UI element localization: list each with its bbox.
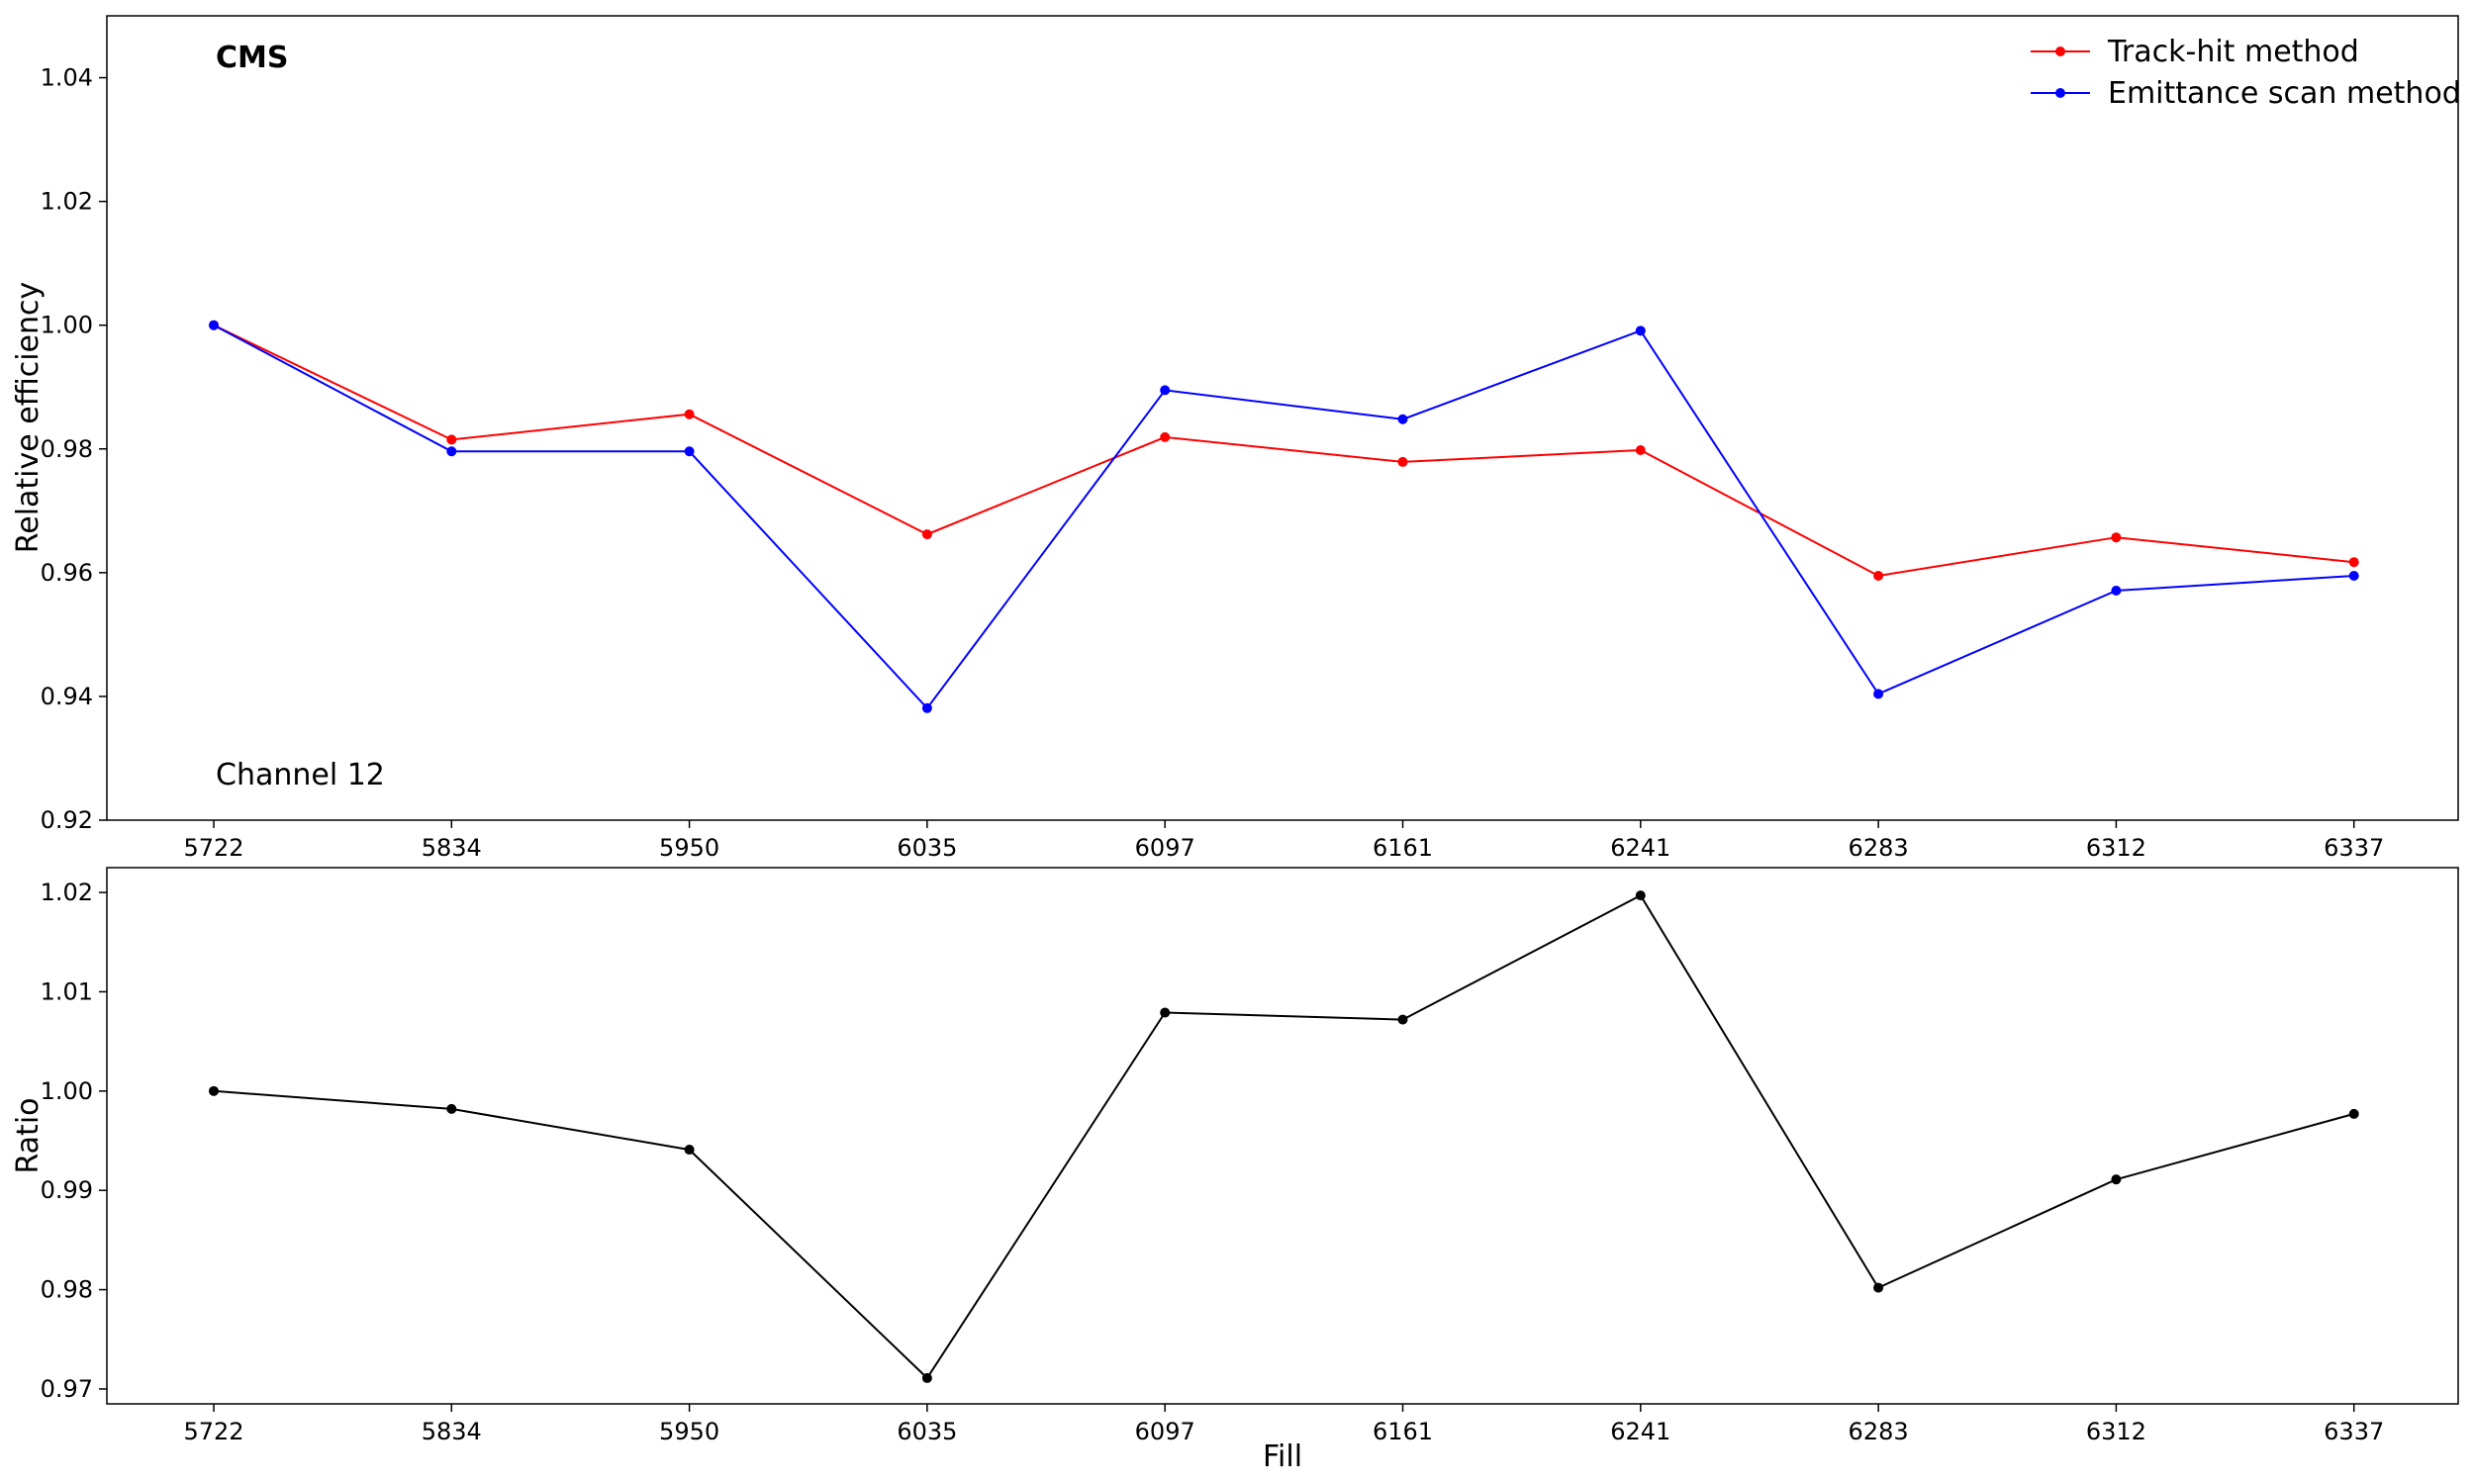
ratio-x-tick-label: 5722	[183, 1418, 243, 1445]
ratio-point	[2111, 1174, 2122, 1185]
legend: Track-hit method Emittance scan method	[2031, 35, 2461, 111]
ratio-point	[446, 1103, 457, 1114]
ratio-line	[213, 893, 2354, 1380]
efficiency-y-tick-label: 1.04	[41, 64, 93, 92]
track-hit-method-point	[446, 434, 457, 445]
efficiency-x-tick-label: 5950	[659, 834, 719, 862]
ratio-x-tick-label: 5834	[422, 1418, 482, 1445]
efficiency-x-tick-label: 6283	[1849, 834, 1909, 862]
track-hit-method-point	[1635, 445, 1646, 456]
efficiency-y-tick-label: 1.00	[41, 312, 93, 339]
efficiency-x-tick-label: 6161	[1373, 834, 1433, 862]
ratio-y-tick-label: 0.99	[41, 1176, 93, 1204]
ratio-x-tick-label: 6097	[1135, 1418, 1195, 1445]
track-hit-method-point	[1160, 431, 1171, 442]
track-hit-method-point	[921, 529, 932, 540]
efficiency-x-tick-label: 5722	[183, 834, 243, 862]
ratio-plot-frame	[106, 867, 2459, 1405]
emittance-scan-method-point	[1873, 689, 1884, 699]
track-hit-method-point	[2111, 532, 2122, 543]
emittance-scan-method-point	[921, 702, 932, 713]
ratio-y-tick-label: 1.00	[41, 1077, 93, 1105]
efficiency-x-ticks: 5722 5834 5950 6035 6097 6161 6241 6283 6312 6337	[183, 820, 2384, 862]
emittance-scan-method-point	[2111, 585, 2122, 596]
emittance-scan-method-point	[684, 446, 695, 457]
legend-marker-emittance-scan	[2055, 88, 2065, 98]
track-hit-method-point	[684, 409, 695, 419]
efficiency-x-tick-label: 6241	[1610, 834, 1670, 862]
ratio-x-tick-label: 5950	[659, 1418, 719, 1445]
emittance-scan-method-point	[1397, 414, 1408, 424]
ratio-series	[209, 890, 2359, 1383]
channel-label: Channel 12	[216, 758, 385, 792]
emittance-scan-method-point	[1635, 325, 1646, 336]
track-hit-method-point	[1397, 456, 1408, 467]
ratio-x-tick-label: 6161	[1373, 1418, 1433, 1445]
ratio-panel: Ratio Fill 0.97 0.98 0.99 1.00 1.01 1.02 5722…	[11, 867, 2459, 1474]
ratio-point	[1873, 1282, 1884, 1293]
ratio-y-tick-label: 1.01	[41, 977, 93, 1005]
ratio-y-ticks: 0.97 0.98 0.99 1.00 1.01 1.02	[41, 879, 107, 1403]
efficiency-x-tick-label: 5834	[422, 834, 482, 862]
ratio-point	[684, 1145, 695, 1156]
ratio-x-tick-label: 6337	[2324, 1418, 2384, 1445]
efficiency-plot-frame	[106, 15, 2459, 821]
emittance-scan-method-point	[446, 446, 457, 457]
legend-entry-emittance-scan: Emittance scan method	[2031, 76, 2461, 111]
ratio-x-axis-title: Fill	[1263, 1439, 1302, 1474]
legend-entry-track-hit: Track-hit method	[2031, 35, 2359, 69]
ratio-x-tick-label: 6035	[897, 1418, 957, 1445]
legend-label-emittance-scan: Emittance scan method	[2108, 76, 2461, 111]
ratio-point	[1160, 1007, 1171, 1018]
efficiency-x-tick-label: 6312	[2086, 834, 2146, 862]
emittance-scan-method-point	[2348, 570, 2359, 581]
ratio-point	[209, 1085, 219, 1096]
track-hit-method-line	[213, 324, 2354, 578]
track-hit-method-point	[1873, 570, 1884, 581]
emittance-scan-method-line	[213, 324, 2354, 710]
ratio-point	[921, 1372, 932, 1383]
ratio-y-tick-label: 0.97	[41, 1375, 93, 1403]
ratio-x-tick-label: 6312	[2086, 1418, 2146, 1445]
efficiency-y-tick-label: 0.94	[41, 683, 93, 710]
emittance-scan-method-point	[209, 320, 219, 330]
ratio-y-tick-label: 1.02	[41, 879, 93, 906]
ratio-y-axis-title: Ratio	[11, 1097, 46, 1173]
ratio-x-ticks: 5722 5834 5950 6035 6097 6161 6241 6283 6312 6337	[183, 1404, 2384, 1445]
track-hit-method-point	[2348, 557, 2359, 568]
ratio-point	[2348, 1108, 2359, 1119]
efficiency-y-tick-label: 1.02	[41, 188, 93, 216]
efficiency-x-tick-label: 6337	[2324, 834, 2384, 862]
ratio-x-tick-label: 6241	[1610, 1418, 1670, 1445]
ratio-x-tick-label: 6283	[1849, 1418, 1909, 1445]
efficiency-series	[209, 320, 2359, 713]
ratio-y-tick-label: 0.98	[41, 1276, 93, 1304]
legend-marker-track-hit	[2055, 46, 2065, 56]
efficiency-x-tick-label: 6097	[1135, 834, 1195, 862]
efficiency-x-tick-label: 6035	[897, 834, 957, 862]
ratio-point	[1397, 1014, 1408, 1025]
efficiency-y-axis-title: Relative efficiency	[11, 282, 46, 554]
ratio-point	[1635, 890, 1646, 901]
emittance-scan-method-point	[1160, 385, 1171, 396]
efficiency-panel: Relative efficiency 0.92 0.94 0.96 0.98 1.00…	[11, 15, 2461, 862]
efficiency-y-ticks: 0.92 0.94 0.96 0.98 1.00 1.02 1.04	[41, 64, 107, 834]
cms-label: CMS	[216, 41, 288, 75]
efficiency-y-tick-label: 0.92	[41, 806, 93, 834]
efficiency-y-tick-label: 0.96	[41, 559, 93, 587]
legend-label-track-hit: Track-hit method	[2107, 35, 2359, 69]
efficiency-y-tick-label: 0.98	[41, 435, 93, 463]
